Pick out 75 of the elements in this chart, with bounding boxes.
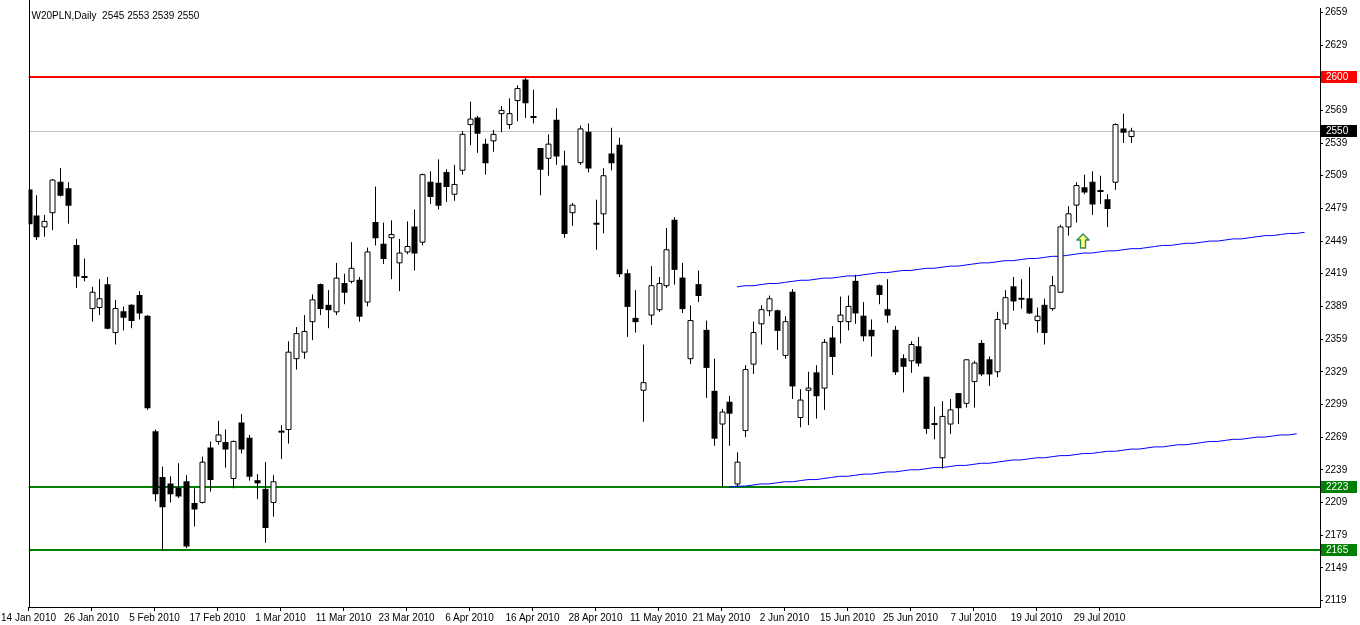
y-tick-label: 2629: [1325, 38, 1348, 50]
candlestick: [380, 222, 387, 265]
y-tick-label: 2239: [1325, 463, 1348, 475]
x-tick-label: 2 Jun 2010: [759, 611, 810, 623]
y-tick-label: 2419: [1325, 267, 1348, 279]
y-tick-label: 2449: [1325, 234, 1348, 246]
y-tick-label: 2209: [1325, 496, 1348, 508]
x-tick-label: 6 Apr 2010: [445, 611, 495, 623]
y-tick-label: 2149: [1325, 561, 1348, 573]
candlestick: [1026, 266, 1033, 315]
candlestick: [57, 167, 64, 197]
candlestick: [191, 487, 198, 527]
candlestick: [120, 305, 127, 331]
candlestick: [608, 127, 615, 171]
x-tick-label: 17 Feb 2010: [189, 611, 247, 623]
y-tick-label: 2119: [1325, 594, 1347, 606]
x-tick-label: 11 May 2010: [629, 611, 688, 623]
candlestick: [884, 278, 891, 324]
x-tick-label: 1 Mar 2010: [255, 611, 307, 623]
y-tick-label: 2569: [1325, 104, 1348, 116]
y-tick-label: 2509: [1325, 169, 1348, 181]
y-tick-label: 2269: [1325, 430, 1348, 442]
y-tick-label: 2539: [1325, 136, 1348, 148]
x-tick-label: 11 Mar 2010: [315, 611, 372, 623]
x-tick-label: 16 Apr 2010: [505, 611, 560, 623]
ref-line-label: 2223: [1326, 481, 1349, 493]
candlestick: [1081, 174, 1088, 195]
candlestick: [1089, 170, 1096, 216]
x-tick-label: 14 Jan 2010: [0, 611, 57, 623]
ref-line-label: 2165: [1326, 544, 1349, 556]
y-tick-label: 2479: [1325, 202, 1348, 214]
x-tick-label: 15 Jun 2010: [819, 611, 876, 623]
y-tick-label: 2389: [1325, 300, 1348, 312]
candlestick: [593, 199, 600, 251]
x-tick-label: 19 Jul 2010: [1010, 611, 1063, 623]
chart-title: W20PLN,Daily 2545 2553 2539 2550: [31, 10, 200, 21]
candlestick: [372, 186, 379, 246]
x-tick-label: 25 Jun 2010: [882, 611, 939, 623]
x-tick-label: 26 Jan 2010: [63, 611, 120, 623]
y-tick-label: 2179: [1325, 528, 1348, 540]
candlestick: [1104, 193, 1111, 228]
candlestick: [530, 89, 537, 124]
candlestick: [427, 170, 434, 205]
candlestick: [860, 301, 867, 342]
y-tick-label: 2659: [1325, 6, 1348, 18]
candlestick: [341, 273, 348, 305]
candlestick: [1010, 276, 1017, 312]
ref-line-label: 2600: [1326, 71, 1349, 83]
candlestick: [128, 303, 135, 329]
y-tick-label: 2299: [1325, 398, 1348, 410]
x-tick-label: 21 May 2010: [692, 611, 751, 623]
candlestick: [1097, 175, 1104, 205]
ref-line-label: 2550: [1326, 125, 1349, 137]
candlestick: [254, 473, 261, 500]
y-tick-label: 2359: [1325, 332, 1348, 344]
candlestick: [81, 257, 88, 282]
candlestick: [136, 290, 143, 320]
x-tick-label: 28 Apr 2010: [568, 611, 623, 623]
candlestick: [482, 138, 489, 176]
candlestick: [65, 181, 72, 225]
y-tick-label: 2329: [1325, 365, 1348, 377]
candlestick: [632, 289, 639, 334]
x-tick-label: 5 Feb 2010: [129, 611, 181, 623]
candlestick: [1018, 278, 1025, 310]
candlestick: [167, 475, 174, 503]
candlestick: [175, 462, 182, 499]
x-tick-label: 7 Jul 2010: [950, 611, 998, 623]
x-tick-label: 23 Mar 2010: [378, 611, 436, 623]
x-tick-label: 29 Jul 2010: [1073, 611, 1126, 623]
candlestick: [829, 325, 836, 376]
candlestick: [435, 158, 442, 210]
candlestick: [278, 424, 285, 460]
candlestick: [868, 318, 875, 358]
candlestick: [522, 77, 529, 119]
candlestick: [695, 269, 702, 303]
